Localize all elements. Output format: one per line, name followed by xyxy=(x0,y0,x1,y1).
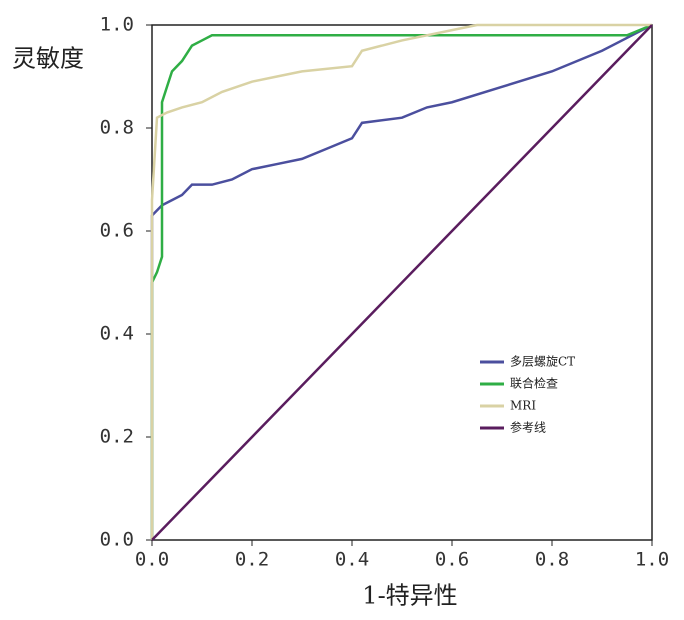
x-axis-label: 1-特异性 xyxy=(362,582,457,610)
x-tick-label: 0.0 xyxy=(135,549,169,571)
y-tick-label: 0.2 xyxy=(100,426,134,448)
y-tick-label: 0.0 xyxy=(100,529,134,551)
roc-line xyxy=(150,23,653,540)
legend-label: 参考线 xyxy=(510,420,546,435)
legend-label: 多层螺旋CT xyxy=(510,355,575,369)
legend-label: 联合检查 xyxy=(510,376,558,391)
roc-line xyxy=(150,23,653,540)
y-tick-label: 1.0 xyxy=(100,14,134,36)
x-tick-label: 0.8 xyxy=(535,549,569,571)
x-tick-label: 0.6 xyxy=(435,549,469,571)
y-tick-label: 0.8 xyxy=(100,117,134,139)
roc-line xyxy=(151,24,653,541)
y-tick-label: 0.4 xyxy=(100,323,134,345)
x-tick-label: 0.4 xyxy=(335,549,369,571)
x-tick-label: 1.0 xyxy=(635,549,669,571)
y-axis-label: 灵敏度 xyxy=(12,45,84,73)
legend-label: MRI xyxy=(510,399,536,413)
x-tick-label: 0.2 xyxy=(235,549,269,571)
roc-line xyxy=(150,23,652,540)
y-tick-label: 0.6 xyxy=(100,220,134,242)
